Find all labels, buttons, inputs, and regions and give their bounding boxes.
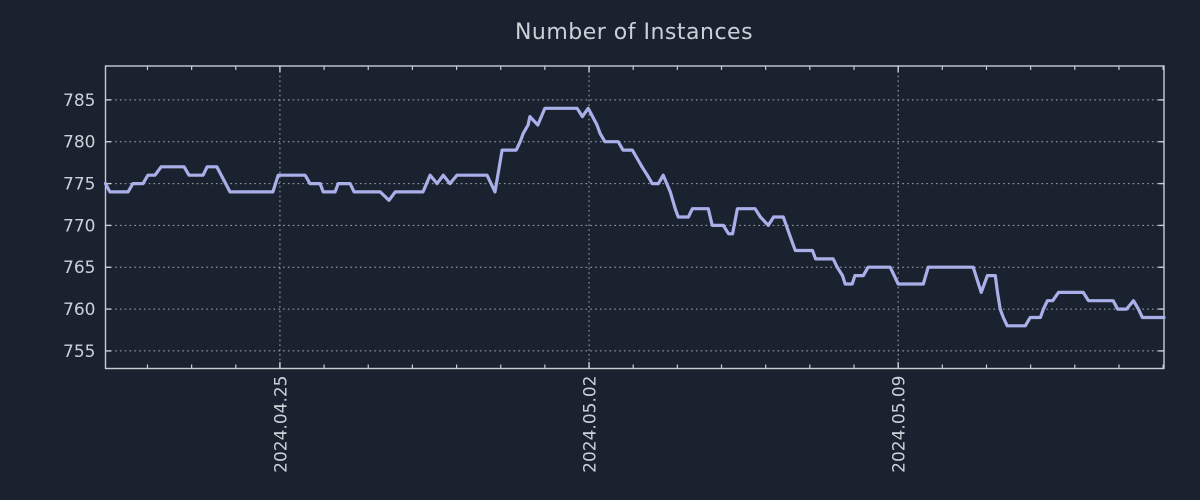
- grid-layer: [105, 66, 1164, 369]
- y-tick-label: 765: [63, 258, 95, 278]
- plot-border: [104, 65, 1165, 370]
- x-tick-label: 2024.05.02: [581, 376, 601, 473]
- y-tick-label: 775: [63, 175, 95, 195]
- y-tick-label: 785: [63, 91, 95, 111]
- y-tick-label: 760: [63, 300, 95, 320]
- y-tick-label: 755: [63, 342, 95, 362]
- data-line: [103, 106, 1166, 328]
- axis-layer: 785 780 775 770 765 760 755 2024.04.25 2024.05.0…: [63, 65, 1165, 473]
- series-layer: [103, 106, 1166, 328]
- chart-title: Number of Instances: [515, 20, 753, 45]
- x-tick-label: 2024.04.25: [271, 376, 291, 473]
- y-tick-label: 770: [63, 216, 95, 236]
- x-tick-label: 2024.05.09: [890, 376, 910, 473]
- y-tick-label: 780: [63, 133, 95, 153]
